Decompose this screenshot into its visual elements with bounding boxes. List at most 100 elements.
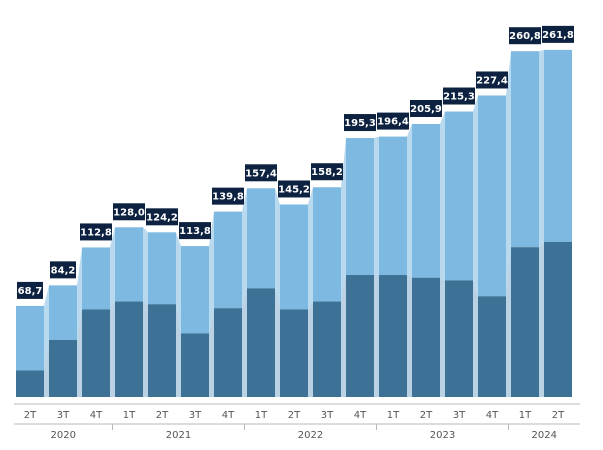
connector-light bbox=[407, 123, 412, 278]
value-label-bg bbox=[377, 112, 409, 130]
value-label-bg bbox=[509, 27, 541, 45]
connector-light bbox=[374, 136, 379, 276]
bar-segment-dark bbox=[412, 277, 440, 397]
connector-dark bbox=[407, 275, 412, 397]
connector-light bbox=[176, 232, 181, 334]
value-label: 215,3 bbox=[443, 92, 475, 103]
connector-light bbox=[506, 51, 511, 297]
quarter-tick-label: 3T bbox=[453, 410, 466, 421]
bar-segment-light bbox=[49, 285, 77, 340]
connector-light bbox=[110, 227, 115, 310]
connector-dark bbox=[44, 339, 49, 397]
bar-segment-light bbox=[379, 136, 407, 276]
value-label-bg bbox=[311, 163, 343, 181]
quarter-tick-label: 1T bbox=[255, 410, 268, 421]
value-label-bg bbox=[17, 281, 43, 299]
bar-segment-dark bbox=[313, 301, 341, 397]
connector-light bbox=[341, 138, 346, 302]
bar-segment-light bbox=[346, 138, 374, 276]
connector-dark bbox=[341, 275, 346, 397]
connector-dark bbox=[110, 301, 115, 397]
year-tick-label: 2020 bbox=[51, 430, 76, 441]
value-label-bg bbox=[542, 25, 574, 43]
connector-dark bbox=[242, 288, 247, 397]
bar-segment-dark bbox=[148, 304, 176, 397]
connector-dark bbox=[176, 304, 181, 397]
connector-light bbox=[143, 227, 148, 305]
bar-segment-dark bbox=[511, 247, 539, 397]
bar-segment-dark bbox=[82, 309, 110, 397]
connector-light bbox=[242, 188, 247, 309]
bar-segment-dark bbox=[346, 275, 374, 397]
value-label-bg bbox=[146, 208, 178, 226]
value-label: 128,0 bbox=[113, 207, 145, 218]
value-label-bg bbox=[80, 223, 112, 241]
value-label-bg bbox=[212, 187, 244, 205]
quarter-tick-label: 3T bbox=[321, 410, 334, 421]
bar-segment-light bbox=[445, 111, 473, 281]
bar-segment-dark bbox=[445, 280, 473, 397]
quarter-tick-label: 4T bbox=[222, 410, 235, 421]
connector-dark bbox=[539, 241, 544, 397]
connector-dark bbox=[440, 277, 445, 397]
connector-light bbox=[308, 187, 313, 310]
value-label: 113,8 bbox=[179, 226, 211, 237]
quarter-tick-label: 1T bbox=[123, 410, 136, 421]
value-label: 260,8 bbox=[509, 31, 541, 42]
value-label-bg bbox=[113, 203, 145, 221]
connector-light bbox=[209, 211, 214, 334]
year-tick-label: 2023 bbox=[430, 430, 455, 441]
value-label: 84,2 bbox=[51, 265, 76, 276]
bar-segment-light bbox=[313, 187, 341, 302]
connectors-layer bbox=[44, 49, 544, 397]
bar-segment-light bbox=[511, 51, 539, 248]
value-label: 205,9 bbox=[410, 104, 442, 115]
bar-segment-dark bbox=[49, 339, 77, 397]
quarter-tick-label: 4T bbox=[90, 410, 103, 421]
quarter-tick-label: 2T bbox=[552, 410, 565, 421]
quarter-tick-label: 2T bbox=[288, 410, 301, 421]
bar-segment-dark bbox=[214, 308, 242, 397]
quarter-tick-label: 2T bbox=[420, 410, 433, 421]
value-label-bg bbox=[344, 114, 376, 132]
bar-segment-dark bbox=[379, 275, 407, 397]
bar-segment-light bbox=[544, 49, 572, 242]
bar-segment-dark bbox=[544, 241, 572, 397]
connector-dark bbox=[506, 247, 511, 397]
year-tick-label: 2021 bbox=[166, 430, 191, 441]
bar-segment-light bbox=[115, 227, 143, 302]
quarter-tick-label: 4T bbox=[354, 410, 367, 421]
quarter-tick-label: 2T bbox=[156, 410, 169, 421]
connector-light bbox=[77, 247, 82, 340]
value-label: 139,8 bbox=[212, 192, 244, 203]
bar-segment-light bbox=[148, 232, 176, 305]
quarter-tick-label: 3T bbox=[57, 410, 70, 421]
bar-segment-light bbox=[82, 247, 110, 310]
quarter-tick-label: 3T bbox=[189, 410, 202, 421]
value-label-bg bbox=[443, 87, 475, 105]
bar-segment-dark bbox=[115, 301, 143, 397]
value-label: 68,7 bbox=[18, 286, 43, 297]
bar-segment-light bbox=[247, 188, 275, 289]
connector-light bbox=[473, 95, 478, 297]
quarter-tick-label: 2T bbox=[24, 410, 37, 421]
bars-layer bbox=[16, 49, 572, 397]
quarter-tick-label: 1T bbox=[387, 410, 400, 421]
value-label-bg bbox=[410, 99, 442, 117]
connector-dark bbox=[209, 308, 214, 397]
connector-dark bbox=[308, 301, 313, 397]
value-label: 157,4 bbox=[245, 168, 277, 179]
bar-segment-light bbox=[280, 204, 308, 310]
connector-dark bbox=[473, 280, 478, 397]
bar-segment-dark bbox=[247, 288, 275, 397]
connector-light bbox=[44, 285, 49, 371]
connector-light bbox=[539, 49, 544, 248]
connector-light bbox=[440, 111, 445, 281]
value-label: 196,4 bbox=[377, 117, 409, 128]
x-axis: 2T 3T 4T 1T 2T 3T 4T 1T 2T 3T 4T 1T 2T 3T 4T 1T 2T 2020 20… bbox=[14, 403, 580, 441]
bar-segment-light bbox=[181, 246, 209, 334]
value-label: 145,2 bbox=[278, 184, 310, 195]
value-label: 195,3 bbox=[344, 118, 376, 129]
bar-segment-light bbox=[412, 123, 440, 278]
